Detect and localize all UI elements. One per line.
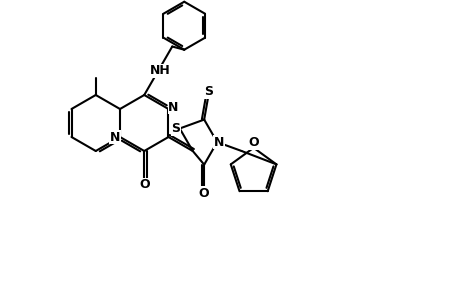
Text: O: O [248,136,258,149]
Text: O: O [198,187,209,200]
Text: N: N [213,136,224,148]
Text: S: S [171,122,180,135]
Text: NH: NH [150,64,170,77]
Text: S: S [203,85,212,98]
Text: N: N [110,130,120,143]
Text: O: O [139,178,149,191]
Text: N: N [168,100,178,113]
